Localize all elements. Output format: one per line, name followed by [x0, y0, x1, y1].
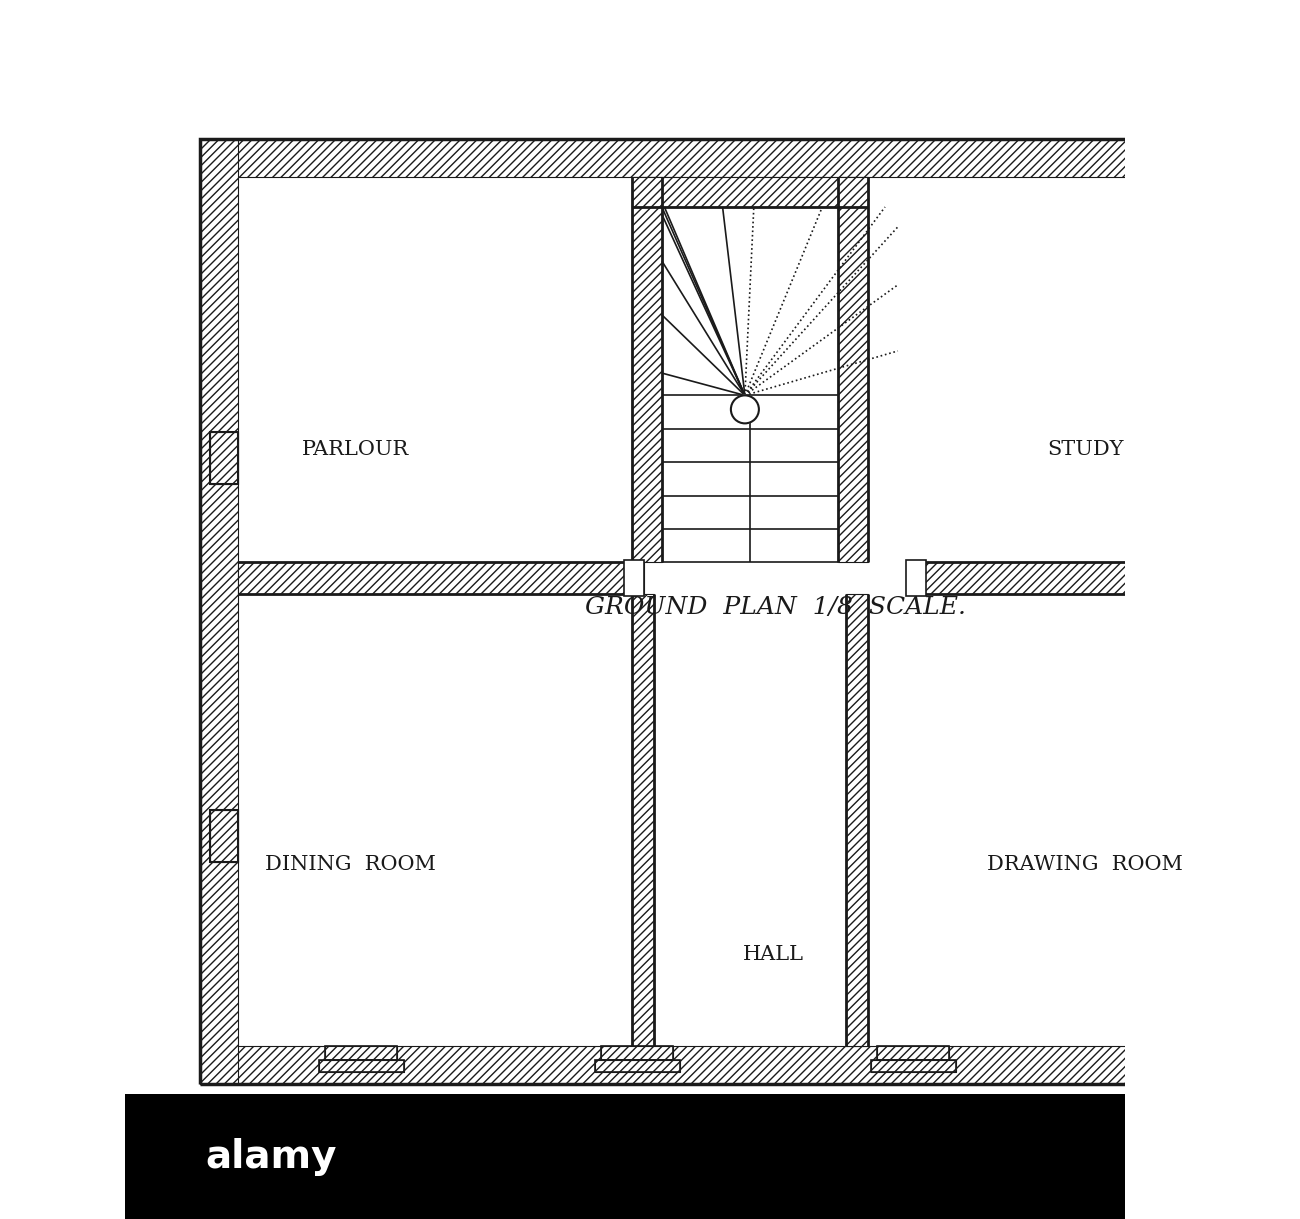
Bar: [632, 595, 654, 1046]
Bar: [594, 1061, 680, 1072]
Bar: [318, 1061, 404, 1072]
Bar: [238, 562, 645, 595]
Bar: [602, 1046, 673, 1061]
Bar: [632, 177, 662, 562]
Bar: [838, 177, 868, 562]
Bar: [238, 177, 1300, 1046]
Text: GROUND  PLAN  1/8  SCALE.: GROUND PLAN 1/8 SCALE.: [585, 596, 966, 618]
Bar: [1153, 1046, 1225, 1061]
Bar: [200, 139, 1300, 177]
Bar: [200, 1046, 1300, 1084]
Text: DRAWING  ROOM: DRAWING ROOM: [987, 855, 1183, 874]
Text: Image ID: PR3HNG: Image ID: PR3HNG: [1175, 1134, 1300, 1148]
Text: www.alamy.com: www.alamy.com: [1175, 1167, 1300, 1181]
Bar: [871, 1061, 955, 1072]
Bar: [871, 1061, 955, 1072]
Bar: [325, 1046, 396, 1061]
Circle shape: [731, 395, 759, 423]
Text: PARLOUR: PARLOUR: [302, 440, 408, 458]
Bar: [906, 561, 926, 596]
Bar: [846, 595, 868, 1046]
Bar: [211, 432, 238, 484]
Bar: [211, 432, 238, 484]
Text: HALL: HALL: [742, 945, 803, 963]
Bar: [906, 562, 1300, 595]
Bar: [200, 139, 1300, 1084]
Bar: [602, 1046, 673, 1061]
Bar: [1147, 1061, 1231, 1072]
Bar: [211, 809, 238, 862]
Bar: [125, 1093, 1300, 1219]
Bar: [1153, 1046, 1225, 1061]
Bar: [1147, 1061, 1231, 1072]
Bar: [632, 177, 868, 207]
Bar: [200, 139, 238, 1084]
Bar: [211, 809, 238, 862]
Text: STUDY: STUDY: [1046, 440, 1123, 458]
Bar: [878, 1046, 949, 1061]
Bar: [624, 561, 645, 596]
Text: alamy: alamy: [205, 1139, 337, 1176]
Bar: [878, 1046, 949, 1061]
Bar: [325, 1046, 396, 1061]
Bar: [594, 1061, 680, 1072]
Bar: [318, 1061, 404, 1072]
Text: DINING  ROOM: DINING ROOM: [265, 855, 436, 874]
